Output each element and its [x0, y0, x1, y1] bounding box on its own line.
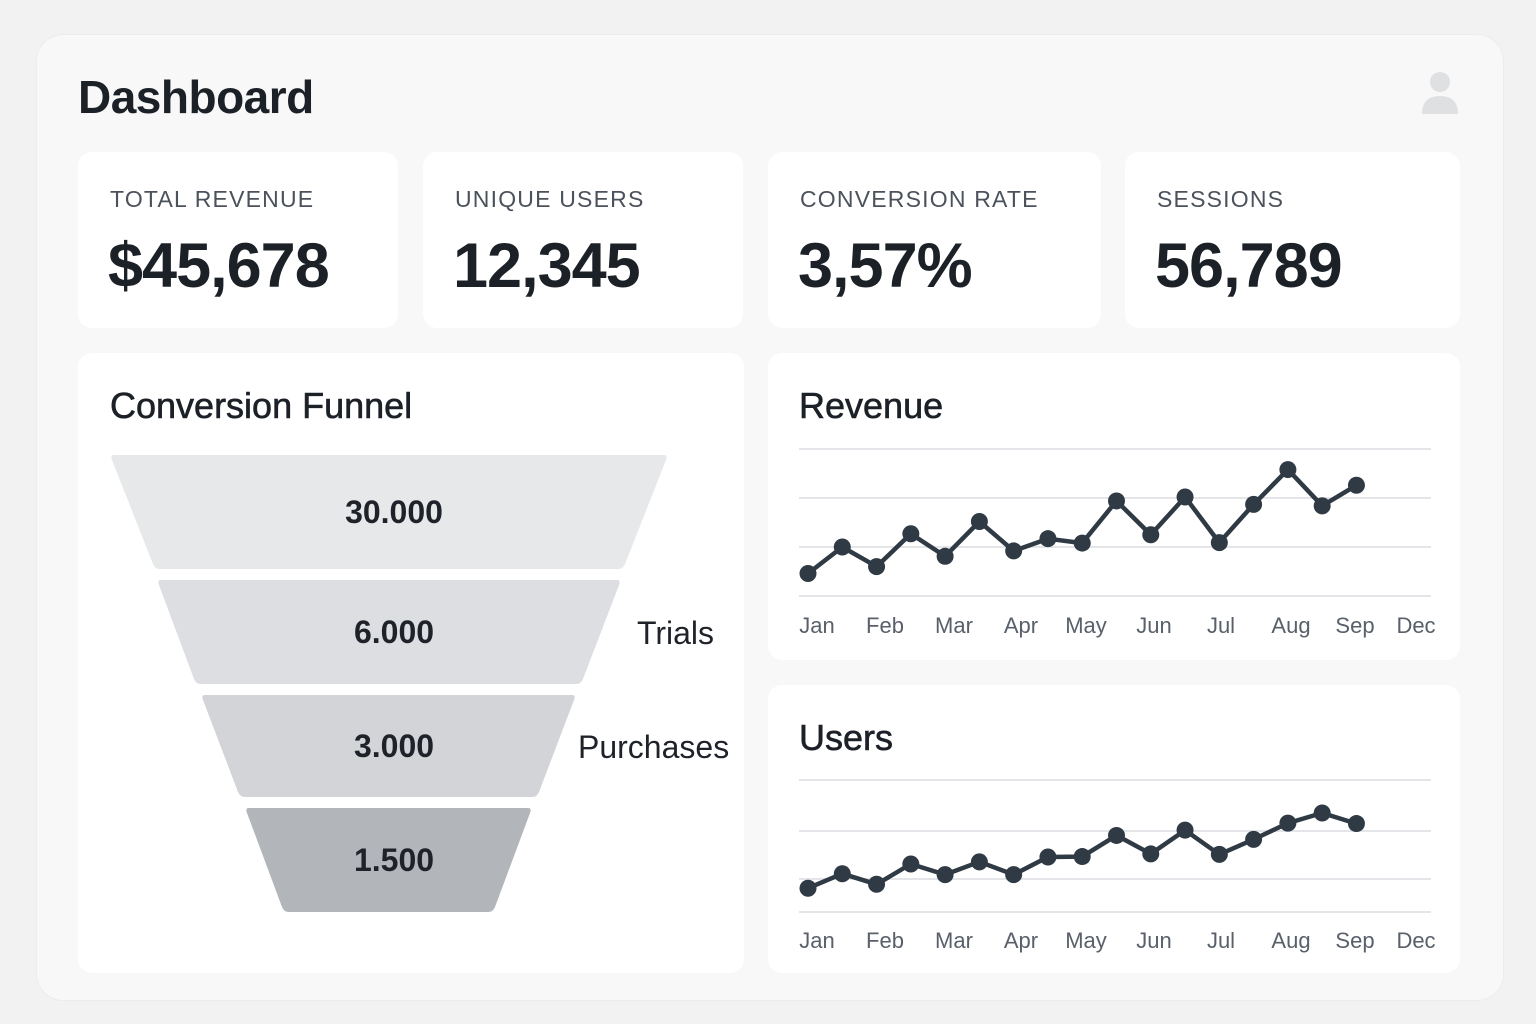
funnel-card: Conversion Funnel 30.000 6.000 Trials 3.000… [78, 353, 744, 973]
x-axis-label: Dec [1396, 613, 1435, 638]
x-axis-label: Sep [1335, 928, 1374, 953]
user-icon[interactable] [1418, 70, 1462, 116]
data-point [1176, 821, 1194, 839]
funnel-stage [111, 455, 667, 569]
x-axis-label: Jul [1207, 928, 1235, 953]
x-axis-label: Mar [935, 613, 973, 638]
stat-card-unique-users: UNIQUE USERS 12,345 [423, 152, 743, 328]
x-axis-label: May [1065, 928, 1107, 953]
stat-card-conversion-rate: CONVERSION RATE 3,57% [768, 152, 1101, 328]
data-point [970, 513, 988, 531]
data-point [1279, 461, 1297, 479]
stat-value: 12,345 [453, 231, 641, 301]
data-point [936, 866, 954, 884]
data-point [1005, 542, 1023, 560]
data-point [868, 558, 886, 576]
data-point [1245, 830, 1263, 848]
x-axis-label: Dec [1396, 928, 1435, 953]
data-point [1039, 530, 1057, 548]
x-axis-label: Sep [1335, 613, 1374, 638]
data-point [936, 547, 954, 565]
data-point [1039, 848, 1057, 866]
x-axis-label: Jul [1207, 613, 1235, 638]
funnel-stage [246, 808, 531, 912]
data-point [833, 538, 851, 556]
x-axis-label: Jan [799, 928, 834, 953]
x-axis-label: Jun [1136, 928, 1171, 953]
stat-card-total-revenue: TOTAL REVENUE $45,678 [78, 152, 398, 328]
funnel-stage [158, 580, 620, 684]
stat-label: CONVERSION RATE [800, 186, 1039, 212]
funnel-stage-label: Purchases [578, 729, 729, 765]
funnel-stage [202, 695, 575, 797]
data-point [1210, 534, 1228, 552]
funnel-stage-value: 6.000 [354, 614, 434, 650]
x-axis-label: Apr [1004, 613, 1038, 638]
data-point [970, 853, 988, 871]
revenue-title: Revenue [799, 385, 944, 427]
data-point [1005, 866, 1023, 884]
funnel-stage-value: 30.000 [345, 494, 443, 530]
funnel-title: Conversion Funnel [110, 385, 413, 427]
data-point [833, 865, 851, 883]
stat-value: 3,57% [798, 231, 973, 301]
x-axis-label: Jun [1136, 613, 1171, 638]
conversion-funnel: 30.000 6.000 Trials 3.000 Purchases 1.500 [111, 455, 729, 912]
x-axis-label: Mar [935, 928, 973, 953]
x-axis-label: Aug [1271, 613, 1310, 638]
revenue-line-chart: Jan Feb Mar Apr May Jun Jul Aug Sep Dec [799, 448, 1436, 638]
data-point [799, 879, 817, 897]
data-point [1313, 804, 1331, 822]
data-point [1347, 476, 1365, 494]
x-axis-label: Aug [1271, 928, 1310, 953]
users-card: Users Jan Feb Mar Apr May Jun Jul Aug Sep Dec [768, 685, 1460, 973]
users-title: Users [799, 717, 894, 759]
revenue-card: Revenue Jan Feb Mar Apr May Jun Jul Aug Sep Dec [768, 353, 1460, 660]
stat-label: TOTAL REVENUE [110, 186, 315, 212]
data-point [1176, 488, 1194, 506]
stat-value: 56,789 [1155, 231, 1343, 301]
data-point [1142, 526, 1160, 544]
x-axis-label: Apr [1004, 928, 1038, 953]
series-line [806, 467, 1358, 576]
x-axis-label: Jan [799, 613, 834, 638]
data-point [868, 875, 886, 893]
data-point [1073, 848, 1091, 866]
data-point [1279, 814, 1297, 832]
data-point [1245, 495, 1263, 513]
data-point [1347, 815, 1365, 833]
funnel-stage-value: 3.000 [354, 728, 434, 764]
data-point [1313, 497, 1331, 515]
x-axis-label: Feb [866, 613, 904, 638]
stat-card-sessions: SESSIONS 56,789 [1125, 152, 1460, 328]
funnel-stage-value: 1.500 [354, 842, 434, 878]
stat-label: SESSIONS [1157, 186, 1285, 212]
data-point [1142, 845, 1160, 863]
stat-label: UNIQUE USERS [455, 186, 645, 212]
stat-value: $45,678 [108, 231, 330, 301]
data-point [799, 564, 817, 582]
x-axis-label: May [1065, 613, 1107, 638]
data-point [902, 525, 920, 543]
data-point [1108, 826, 1125, 844]
funnel-stage-label: Trials [637, 615, 714, 651]
x-axis-label: Feb [866, 928, 904, 953]
data-point [902, 855, 920, 873]
page-title: Dashboard [78, 71, 314, 123]
data-point [1108, 492, 1125, 510]
users-line-chart: Jan Feb Mar Apr May Jun Jul Aug Sep Dec [799, 779, 1436, 953]
data-point [1073, 534, 1091, 552]
data-point [1210, 845, 1228, 863]
